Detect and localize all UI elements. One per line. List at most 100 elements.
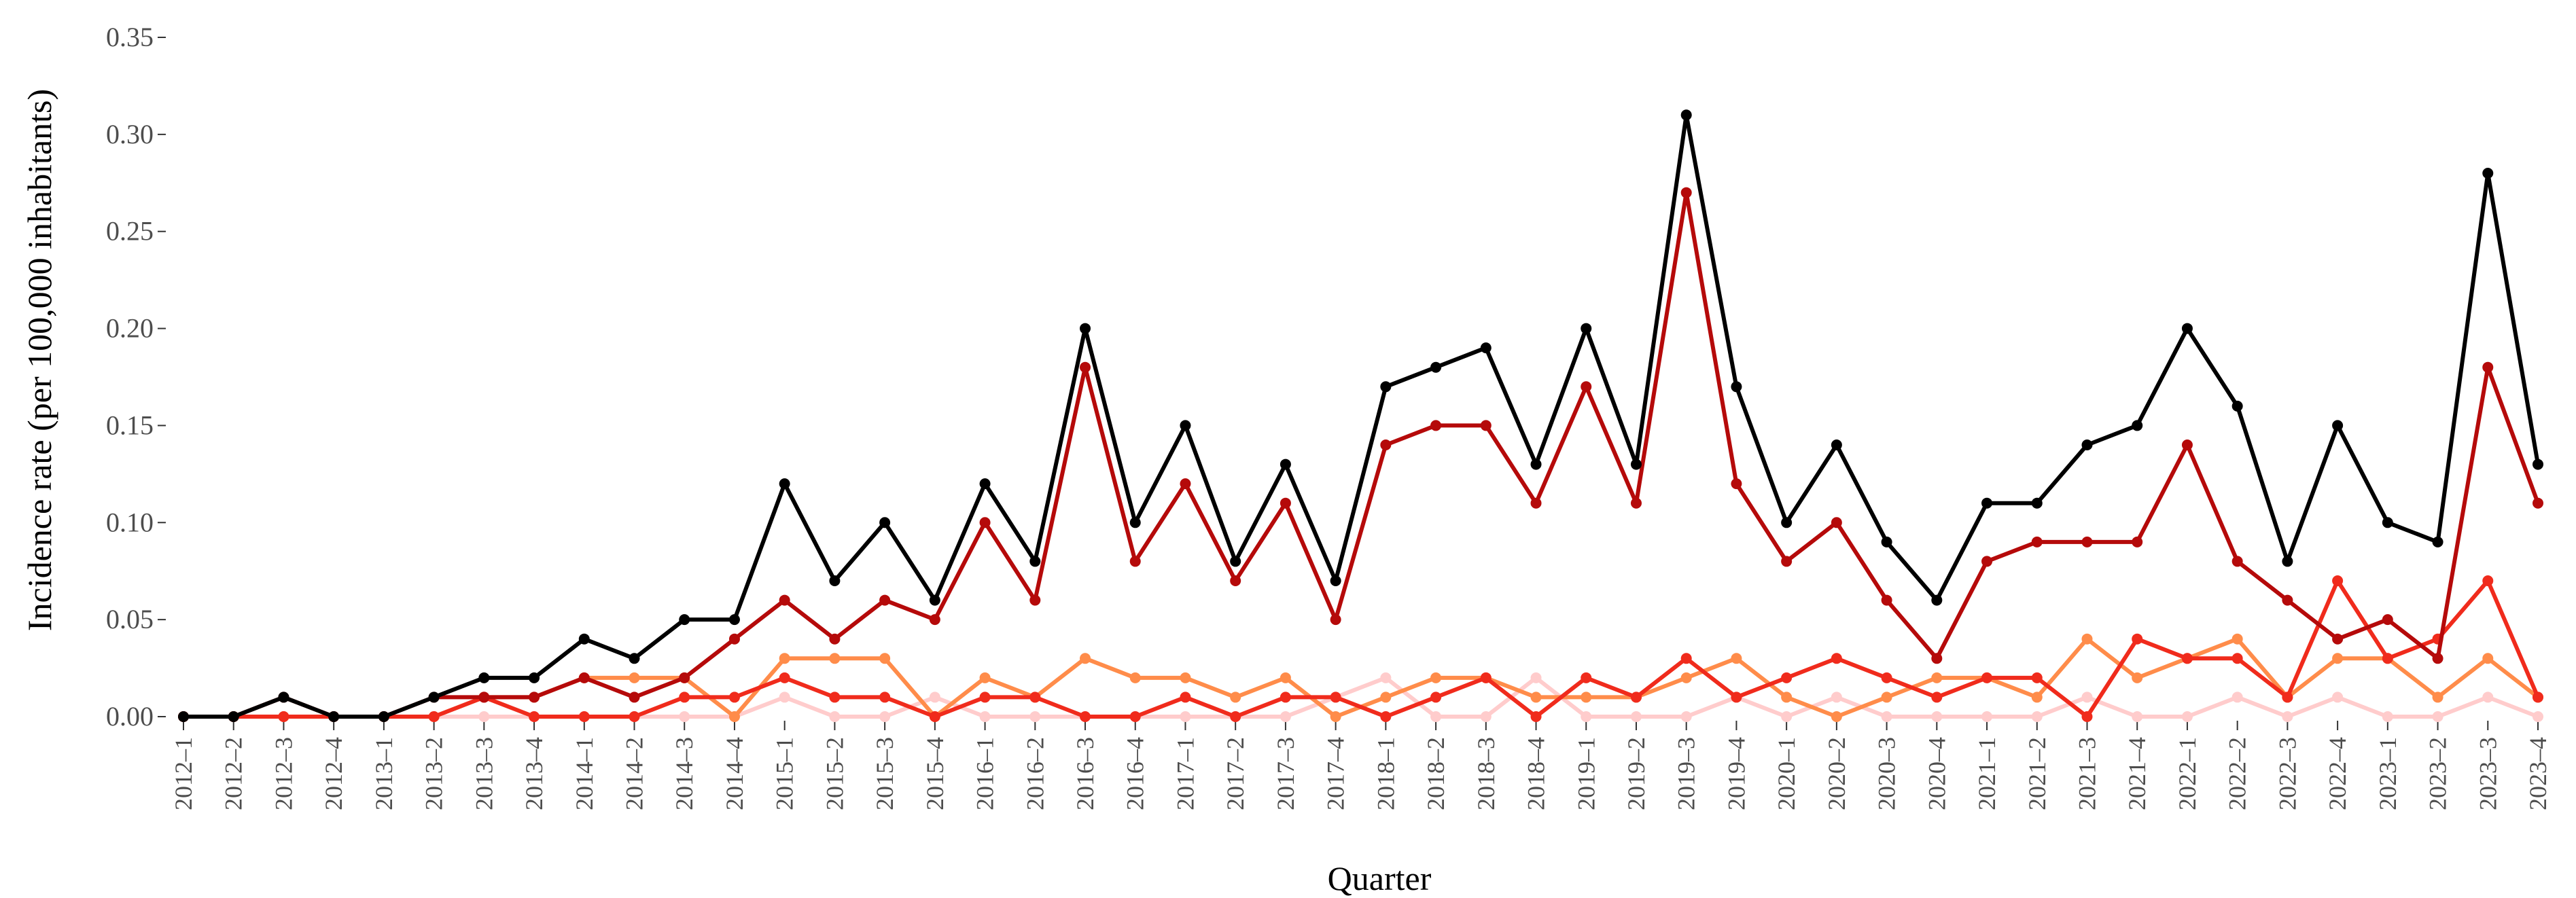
series-2-point: [979, 672, 991, 683]
x-tick-label: 2015–3: [871, 737, 898, 810]
series-1-point: [2282, 711, 2293, 722]
series-5-point: [1731, 381, 1742, 393]
series-4-point: [929, 614, 940, 626]
series-2-point: [1530, 692, 1542, 703]
x-tick-label: 2020–4: [1923, 737, 1950, 810]
series-1-point: [1581, 711, 1592, 722]
series-1-point: [1781, 711, 1793, 722]
series-2-point: [1731, 653, 1742, 664]
series-2-point: [1881, 692, 1892, 703]
series-2-point: [1129, 672, 1141, 683]
series-1-point: [879, 711, 891, 722]
series-5-point: [1581, 323, 1592, 334]
series-3-point: [929, 711, 940, 722]
y-tick-label: 0.25: [106, 216, 154, 247]
series-1-point: [1480, 711, 1492, 722]
series-3-point: [1430, 692, 1442, 703]
series-2-point: [2132, 672, 2143, 683]
series-5-point: [1831, 439, 1842, 450]
series-2-point: [2332, 653, 2344, 664]
series-1-point: [2382, 711, 2393, 722]
series-2-point: [1380, 692, 1392, 703]
x-tick-label: 2023–3: [2474, 737, 2501, 810]
series-4-point: [2132, 536, 2143, 547]
x-axis-title: Quarter: [1328, 859, 1432, 897]
series-3-point: [2482, 575, 2494, 586]
series-5-point: [2081, 439, 2093, 450]
x-tick-label: 2021–4: [2123, 737, 2151, 810]
series-4-point: [1280, 497, 1291, 509]
y-axis-ticks: 0.00 0.05 0.10 0.15 0.20 0.25 0.30 0.35: [106, 22, 166, 732]
series-5-point: [1931, 594, 1943, 606]
series-4-point: [1680, 187, 1692, 198]
x-tick-label: 2017–1: [1171, 737, 1199, 810]
x-tick-label: 2012–3: [270, 737, 297, 810]
series-2-point: [1230, 692, 1241, 703]
series-4-point: [1230, 575, 1241, 586]
series-5-point: [1080, 323, 1091, 334]
series-5-point: [378, 711, 389, 722]
series-4-point: [1530, 497, 1542, 509]
x-tick-label: 2021–3: [2073, 737, 2100, 810]
series-3-point: [1530, 711, 1542, 722]
series-1-point: [1180, 711, 1191, 722]
x-tick-label: 2023–1: [2374, 737, 2401, 810]
series-5-point: [779, 478, 790, 490]
series-3-point: [979, 692, 991, 703]
series-1-point: [1981, 711, 1993, 722]
series-4-point: [829, 633, 841, 645]
x-tick-label: 2012–4: [320, 737, 347, 810]
series-4-point: [2332, 633, 2344, 645]
series-1-point: [1280, 711, 1291, 722]
series-5-point: [1881, 536, 1892, 547]
series-4-point: [2382, 614, 2393, 626]
series-4-point: [1180, 478, 1191, 490]
series-layer: [178, 109, 2543, 722]
series-5-point: [1430, 361, 1442, 373]
series-4-point: [1330, 614, 1341, 626]
series-1-point: [929, 692, 940, 703]
series-5-point: [2432, 536, 2443, 547]
series-5-point: [2231, 400, 2243, 412]
series-3-point: [428, 711, 440, 722]
x-tick-label: 2015–4: [921, 737, 949, 810]
series-1-point: [2081, 692, 2093, 703]
series-4-line: [181, 190, 2540, 719]
series-2-point: [1430, 672, 1442, 683]
y-tick-label: 0.15: [106, 410, 154, 440]
series-5-point: [2181, 323, 2193, 334]
series-3-point: [1881, 672, 1892, 683]
series-2-point: [779, 653, 790, 664]
x-tick-label: 2013–3: [470, 737, 497, 810]
series-1-point: [829, 711, 841, 722]
series-5-point: [178, 711, 189, 722]
series-1-point: [2533, 711, 2543, 722]
series-1-point: [2231, 692, 2243, 703]
series-4-point: [2282, 594, 2293, 606]
series-3-point: [1630, 692, 1642, 703]
series-5-point: [1530, 459, 1542, 470]
series-3-point: [529, 711, 540, 722]
series-3-point: [2081, 711, 2093, 722]
series-5-point: [578, 633, 590, 645]
series-5-point: [1280, 459, 1291, 470]
series-2-point: [2081, 633, 2093, 645]
series-4-point: [2432, 653, 2443, 664]
x-tick-label: 2021–1: [1973, 737, 2000, 810]
series-1-point: [1380, 672, 1392, 683]
series-3-point: [2181, 653, 2193, 664]
x-tick-label: 2013–2: [421, 737, 448, 810]
x-tick-label: 2018–2: [1422, 737, 1449, 810]
x-tick-label: 2012–1: [170, 737, 197, 810]
series-5-point: [1380, 381, 1392, 393]
series-3-point: [1831, 653, 1842, 664]
series-4-point: [1380, 439, 1392, 450]
series-3-point: [578, 711, 590, 722]
x-tick-label: 2014–1: [571, 737, 598, 810]
series-3-point: [779, 672, 790, 683]
series-3-point: [1731, 692, 1742, 703]
series-2-point: [829, 653, 841, 664]
y-tick-label: 0.10: [106, 507, 154, 537]
series-5-line: [181, 113, 2540, 719]
series-5-point: [1680, 109, 1692, 121]
